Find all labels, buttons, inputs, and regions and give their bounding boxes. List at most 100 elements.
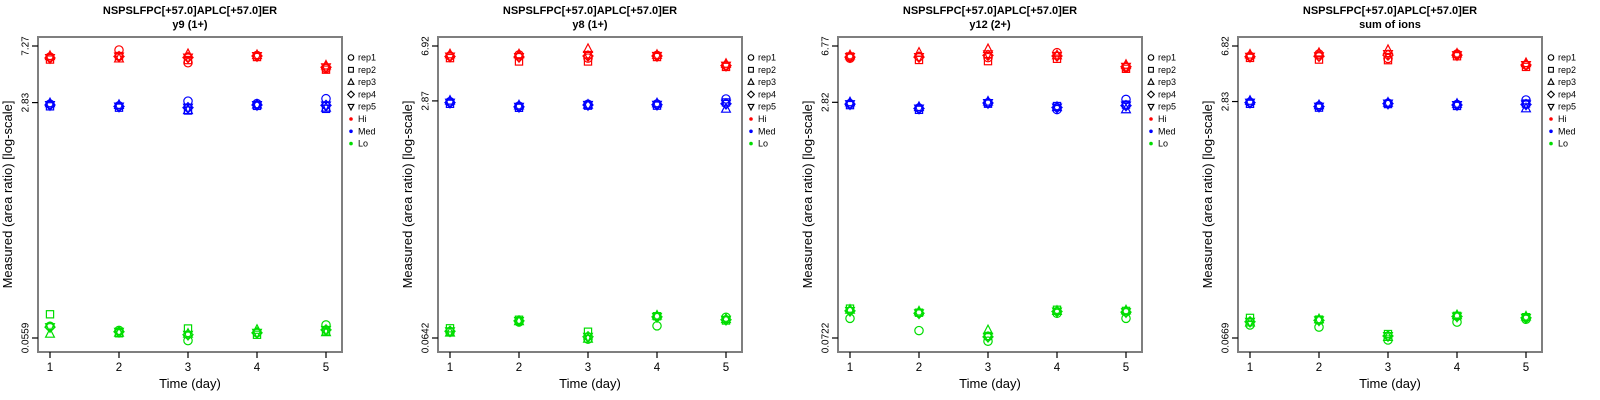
data-point-hi-rep3-day4 [251,48,263,60]
legend-symbol-rep2 [348,66,354,73]
data-point-hi-rep5-day3 [982,50,994,61]
data-point-hi-rep5-day4 [251,52,263,63]
y-tick-label: 0.0559 [21,322,32,353]
data-point-lo-rep5-day2 [513,316,525,328]
y-tick-label: 7.27 [21,36,32,56]
x-tick-label: 5 [723,362,729,374]
data-point-lo-rep5-day1 [1244,317,1256,329]
plot-box [437,36,743,353]
legend-dot-hi [1549,117,1553,121]
data-point-lo-rep3-day1 [44,327,56,338]
data-point-med-rep5-day2 [913,104,925,115]
chart-subtitle: y8 (1+) [572,19,607,31]
data-point-hi-rep5-day5 [1520,60,1532,72]
data-point-med-rep3-day4 [1051,100,1063,112]
data-point-med-rep5-day5 [720,99,732,111]
legend-label-rep2: rep2 [1158,65,1176,75]
x-tick-label: 3 [185,362,191,374]
legend-symbol-rep5 [1147,103,1155,112]
legend-dot-lo [1549,141,1553,146]
chart-title: NSPSLFPC[+57.0]APLC[+57.0]ER [503,5,677,17]
y-tick-label: 2.82 [821,92,832,112]
x-tick-label: 5 [1123,362,1129,374]
x-tick-label: 3 [1385,362,1391,374]
chart-title: NSPSLFPC[+57.0]APLC[+57.0]ER [103,5,277,17]
data-point-hi-rep3-day3 [182,47,194,59]
chart-svg-y12-2-: NSPSLFPC[+57.0]APLC[+57.0]ER y12 (2+) 6.77… [800,5,1176,391]
x-tick-label: 4 [1454,362,1461,374]
legend-dot-lo [1149,141,1153,146]
legend-label-med: Med [758,126,776,136]
x-tick-label: 4 [1054,362,1061,374]
data-point-hi-rep5-day1 [1244,52,1256,64]
data-point-med-rep5-day4 [251,100,263,112]
legend-dot-hi [1149,117,1153,121]
legend-label-rep4: rep4 [1558,89,1576,99]
legend-label-hi: Hi [1158,114,1167,124]
data-point-lo-rep1-day2 [914,325,924,336]
legend-label-rep1: rep1 [1158,53,1176,63]
legend-dot-med [1549,129,1553,134]
data-point-hi-rep3-day3 [582,42,594,53]
legend-symbol-rep3 [1147,77,1155,85]
x-tick-label: 4 [654,362,661,374]
legend-symbol-rep1 [1547,54,1555,61]
legend-symbol-rep1 [1147,54,1155,61]
data-point-lo-rep1-day5 [321,320,331,330]
data-point-med-rep5-day3 [982,98,994,110]
x-tick-label: 3 [985,362,991,374]
chart-svg-y8-1-: NSPSLFPC[+57.0]APLC[+57.0]ER y8 (1+) 6.92 2… [400,5,776,391]
legend-label-lo: Lo [1558,139,1568,149]
legend-label-rep3: rep3 [1558,77,1576,87]
x-tick-label: 5 [1523,362,1529,374]
y-tick-label: 6.77 [821,36,832,56]
x-tick-label: 2 [516,362,522,374]
plot-box [1237,36,1543,353]
data-point-lo-rep2-day1 [45,310,55,319]
legend-symbol-rep1 [747,54,755,61]
y-tick-label: 2.83 [21,92,32,112]
legend-label-hi: Hi [758,114,767,124]
x-axis-label: Time (day) [559,376,621,391]
legend-label-med: Med [358,126,376,136]
legend-label-rep1: rep1 [358,53,376,63]
legend-dot-lo [749,141,753,146]
y-axis-label: Measured (area ratio) [log-scale] [1200,101,1215,289]
y-tick-label: 0.0722 [821,322,832,353]
x-axis-label: Time (day) [959,376,1021,391]
y-tick-label: 6.92 [421,36,432,56]
data-point-med-rep5-day1 [844,100,856,111]
legend-dot-hi [749,117,753,121]
data-point-hi-rep5-day1 [444,52,456,63]
x-tick-label: 4 [254,362,261,374]
data-point-hi-rep5-day2 [513,52,525,64]
data-point-hi-rep3-day3 [1382,43,1394,55]
legend-label-hi: Hi [358,114,367,124]
y-tick-label: 6.82 [1221,36,1232,56]
chart-title: NSPSLFPC[+57.0]APLC[+57.0]ER [903,5,1077,17]
data-point-hi-rep5-day5 [320,63,332,74]
x-tick-label: 2 [1316,362,1322,374]
data-point-med-rep5-day3 [582,100,594,112]
data-point-lo-rep5-day1 [44,323,56,334]
data-point-med-rep5-day5 [1120,101,1132,112]
data-point-lo-rep5-day3 [582,332,594,344]
y-tick-label: 0.0642 [421,322,432,353]
legend-symbol-rep4 [1146,90,1156,99]
data-point-lo-rep5-day3 [182,330,194,342]
data-point-hi-rep2-day3 [583,57,593,66]
data-point-lo-rep5-day1 [844,306,856,318]
data-point-lo-rep5-day2 [1313,316,1325,327]
chart-subtitle: sum of ions [1359,19,1421,31]
data-point-lo-rep2-day3 [183,324,193,333]
legend-symbol-rep3 [747,77,755,85]
data-point-lo-rep5-day2 [913,309,925,320]
data-point-lo-rep5-day5 [320,325,332,337]
chart-panel-4: NSPSLFPC[+57.0]APLC[+57.0]ER sum of ions 6… [1200,0,1600,400]
data-point-med-rep5-day1 [1244,98,1256,110]
legend: rep1 rep2 rep3 rep4 rep5 Hi Med Lo [346,53,376,149]
legend-symbol-rep1 [347,54,355,61]
x-tick-label: 1 [47,362,53,374]
legend-label-rep5: rep5 [758,102,776,112]
